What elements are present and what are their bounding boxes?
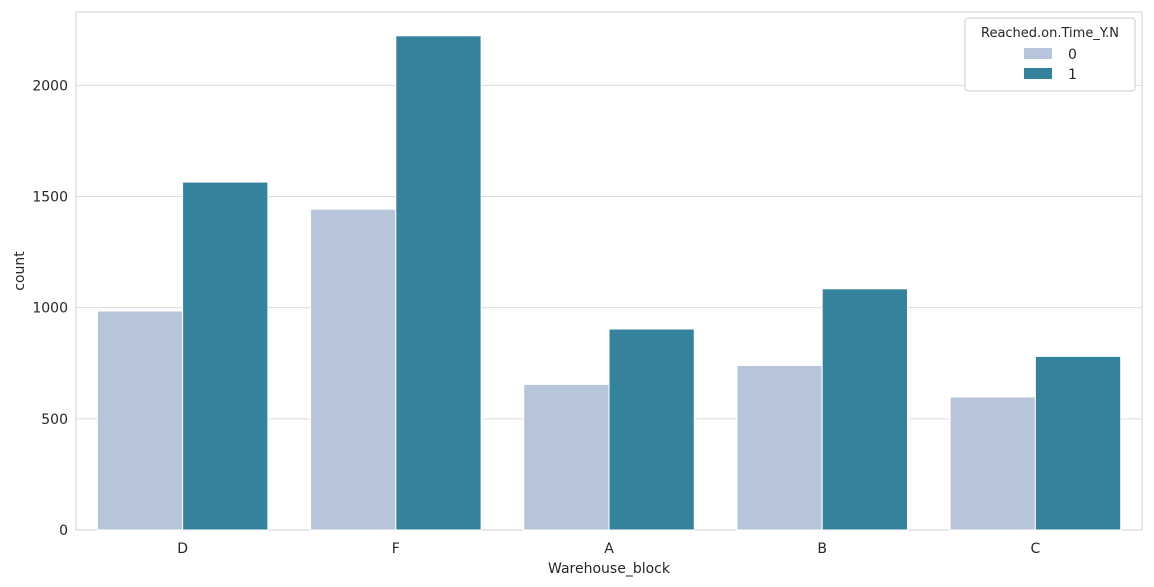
bar-F-series-1	[395, 35, 482, 531]
bar-F-series-0	[310, 208, 397, 531]
y-tick-label-3: 1500	[32, 190, 68, 206]
legend-label-1: 1	[1068, 67, 1077, 83]
x-tick-label-A: A	[604, 541, 614, 557]
x-axis-label: Warehouse_block	[548, 561, 671, 577]
legend-swatch-0	[1024, 48, 1052, 59]
bars	[96, 35, 1122, 531]
y-tick-label-0: 0	[59, 523, 68, 539]
x-tick-label-C: C	[1031, 541, 1041, 557]
y-tick-label-2: 1000	[32, 301, 68, 317]
bar-D-series-1	[182, 181, 269, 531]
legend: Reached.on.Time_Y.N 0 1	[964, 17, 1136, 92]
x-tick-label-B: B	[817, 541, 827, 557]
y-tick-label-4: 2000	[32, 78, 68, 94]
y-axis-label: count	[12, 251, 28, 291]
bar-C-series-1	[1034, 355, 1122, 531]
bar-B-series-0	[736, 364, 823, 531]
bar-B-series-1	[821, 288, 908, 531]
legend-title: Reached.on.Time_Y.N	[981, 26, 1119, 41]
bar-A-series-0	[523, 383, 610, 531]
bar-A-series-1	[608, 328, 695, 531]
bar-C-series-0	[949, 396, 1036, 531]
legend-swatch-1	[1024, 68, 1052, 79]
legend-label-0: 0	[1068, 47, 1077, 63]
y-axis-ticks: 0 500 1000 1500 2000	[32, 78, 68, 539]
x-tick-label-F: F	[392, 541, 400, 557]
x-tick-label-D: D	[177, 541, 188, 557]
bar-D-series-0	[96, 310, 184, 531]
y-tick-label-1: 500	[41, 412, 68, 428]
